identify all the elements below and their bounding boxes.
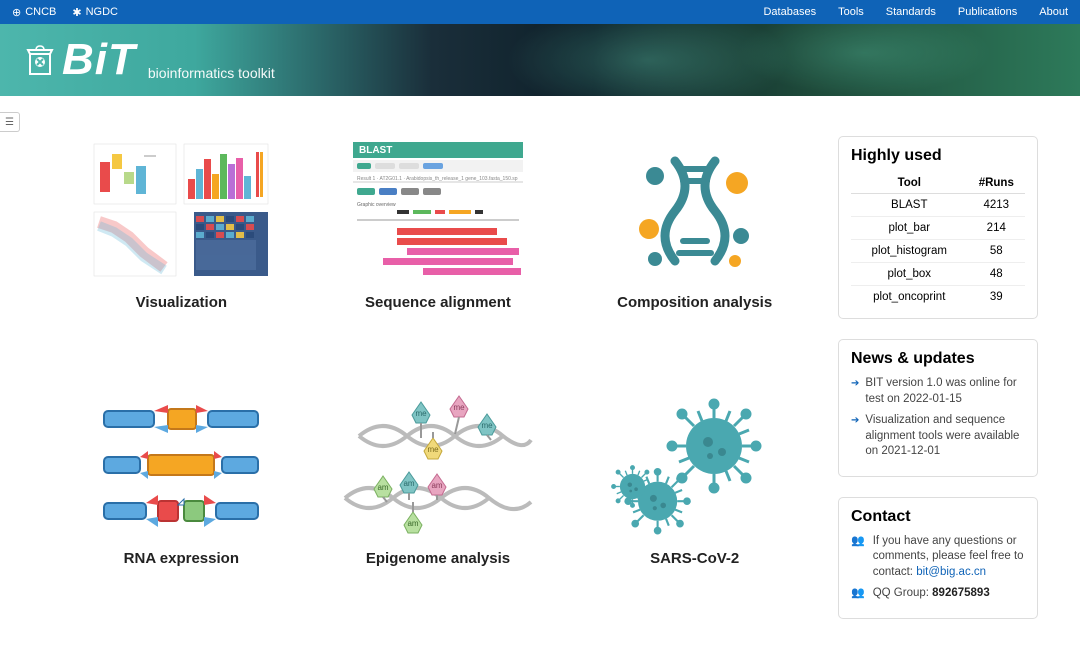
card-sequence-alignment[interactable]: BLAST Result 1 · AT2G01.1 · Arabidopsis_… bbox=[315, 136, 562, 362]
card-epigenome-analysis[interactable]: me me me me am am am am Epigenome analys… bbox=[315, 392, 562, 618]
svg-text:am: am bbox=[403, 479, 414, 488]
panel-title: Contact bbox=[851, 508, 1025, 526]
panel-contact: Contact If you have any questions or com… bbox=[838, 497, 1038, 619]
card-title: RNA expression bbox=[58, 550, 305, 567]
banner-title: BiT bbox=[22, 35, 136, 85]
sidebar-toggle-icon[interactable]: ☰ bbox=[0, 112, 20, 132]
svg-text:me: me bbox=[453, 403, 465, 412]
banner-subtitle: bioinformatics toolkit bbox=[148, 65, 275, 81]
highly-used-table: Tool #Runs BLAST4213 plot_bar214 plot_hi… bbox=[851, 173, 1025, 308]
epigenome-analysis-icon: me me me me am am am am bbox=[343, 392, 533, 542]
svg-text:am: am bbox=[431, 481, 442, 490]
table-row[interactable]: plot_box48 bbox=[851, 263, 1025, 286]
news-item: Visualization and sequence alignment too… bbox=[851, 413, 1025, 460]
topbar-nav: Databases Tools Standards Publications A… bbox=[763, 6, 1068, 18]
svg-text:me: me bbox=[427, 445, 439, 454]
cncb-link[interactable]: ⊕ CNCB bbox=[12, 6, 56, 19]
news-item: BIT version 1.0 was online for test on 2… bbox=[851, 376, 1025, 407]
sidebar: Highly used Tool #Runs BLAST4213 plot_ba… bbox=[838, 136, 1038, 619]
svg-text:am: am bbox=[407, 519, 418, 528]
contact-item: QQ Group: 892675893 bbox=[851, 586, 1025, 602]
svg-text:me: me bbox=[415, 409, 427, 418]
composition-analysis-icon bbox=[600, 136, 790, 286]
card-rna-expression[interactable]: RNA expression bbox=[58, 392, 305, 618]
panel-news: News & updates BIT version 1.0 was onlin… bbox=[838, 339, 1038, 477]
card-title: Visualization bbox=[58, 294, 305, 311]
table-row[interactable]: plot_oncoprint39 bbox=[851, 286, 1025, 309]
ngdc-link[interactable]: ✱ NGDC bbox=[72, 6, 118, 19]
topbar: ⊕ CNCB ✱ NGDC Databases Tools Standards … bbox=[0, 0, 1080, 24]
svg-text:me: me bbox=[481, 421, 493, 430]
panel-title: News & updates bbox=[851, 350, 1025, 368]
category-grid: Visualization BLAST Result 1 · AT2G01.1 … bbox=[58, 136, 818, 619]
contact-email-link[interactable]: bit@big.ac.cn bbox=[916, 566, 986, 578]
svg-text:Graphic overview: Graphic overview bbox=[357, 202, 396, 208]
nav-databases[interactable]: Databases bbox=[763, 6, 816, 18]
nav-publications[interactable]: Publications bbox=[958, 6, 1017, 18]
visualization-icon bbox=[86, 136, 276, 286]
panel-highly-used: Highly used Tool #Runs BLAST4213 plot_ba… bbox=[838, 136, 1038, 319]
banner: BiT bioinformatics toolkit bbox=[0, 24, 1080, 96]
sequence-alignment-icon: BLAST Result 1 · AT2G01.1 · Arabidopsis_… bbox=[343, 136, 533, 286]
sars-cov-2-icon bbox=[600, 392, 790, 542]
svg-text:BLAST: BLAST bbox=[359, 145, 392, 156]
col-tool: Tool bbox=[851, 173, 968, 194]
contact-item: If you have any questions or comments, p… bbox=[851, 534, 1025, 581]
card-visualization[interactable]: Visualization bbox=[58, 136, 305, 362]
rna-expression-icon bbox=[86, 392, 276, 542]
svg-text:am: am bbox=[377, 483, 388, 492]
table-row[interactable]: plot_bar214 bbox=[851, 217, 1025, 240]
card-title: Epigenome analysis bbox=[315, 550, 562, 567]
nav-tools[interactable]: Tools bbox=[838, 6, 864, 18]
nav-about[interactable]: About bbox=[1039, 6, 1068, 18]
card-title: Sequence alignment bbox=[315, 294, 562, 311]
table-row[interactable]: plot_histogram58 bbox=[851, 240, 1025, 263]
svg-text:Result 1 · AT2G01.1 · Arabidop: Result 1 · AT2G01.1 · Arabidopsis_th_rel… bbox=[357, 176, 518, 182]
table-row[interactable]: BLAST4213 bbox=[851, 194, 1025, 217]
card-title: SARS-CoV-2 bbox=[571, 550, 818, 567]
card-title: Composition analysis bbox=[571, 294, 818, 311]
panel-title: Highly used bbox=[851, 147, 1025, 165]
card-composition-analysis[interactable]: Composition analysis bbox=[571, 136, 818, 362]
topbar-left: ⊕ CNCB ✱ NGDC bbox=[12, 6, 118, 19]
card-sars-cov-2[interactable]: SARS-CoV-2 bbox=[571, 392, 818, 618]
col-runs: #Runs bbox=[968, 173, 1025, 194]
nav-standards[interactable]: Standards bbox=[886, 6, 936, 18]
